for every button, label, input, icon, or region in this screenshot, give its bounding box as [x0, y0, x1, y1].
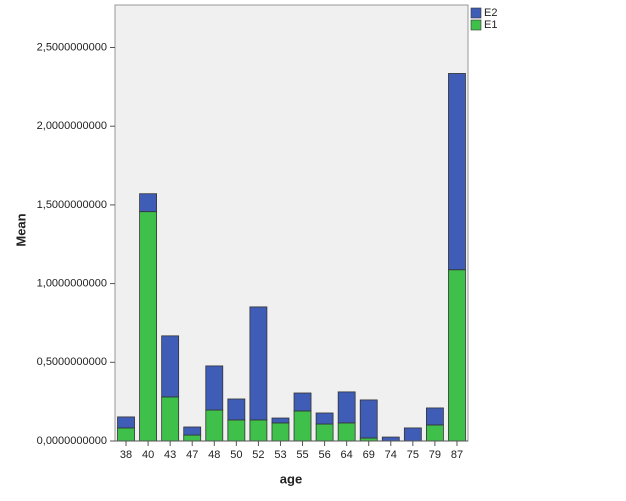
y-tick-label: 1,5000000000 — [37, 199, 107, 211]
bar-segment — [205, 409, 224, 442]
bar-segment — [293, 410, 312, 442]
bar-segment — [183, 426, 202, 436]
bar-segment — [161, 335, 180, 398]
bar-segment — [359, 399, 378, 439]
bar-segment — [227, 419, 246, 442]
legend-label: E1 — [484, 19, 497, 31]
bar-segment — [117, 416, 135, 429]
y-tick-label: 1,0000000000 — [37, 278, 107, 290]
x-tick-label: 53 — [274, 449, 286, 461]
bar-segment — [403, 427, 422, 442]
y-tick-label: 0,0000000000 — [37, 435, 107, 447]
x-tick-label: 55 — [296, 449, 308, 461]
x-tick-label: 87 — [451, 449, 463, 461]
bar-segment — [183, 434, 202, 442]
x-tick-label: 40 — [142, 449, 154, 461]
x-tick-label: 47 — [186, 449, 198, 461]
x-tick-label: 50 — [230, 449, 242, 461]
y-axis-label: Mean — [13, 213, 28, 246]
bar-segment — [271, 417, 290, 424]
x-tick-label: 74 — [385, 449, 397, 461]
bar-segment — [205, 365, 224, 411]
bar-segment — [315, 412, 334, 425]
bar-segment — [381, 436, 400, 442]
bar-segment — [161, 396, 180, 442]
legend-swatch — [470, 19, 482, 31]
bar-segment — [139, 193, 157, 213]
bar-segment — [337, 391, 356, 424]
bar-segment — [315, 423, 334, 442]
x-tick-label: 48 — [208, 449, 220, 461]
x-tick-label: 75 — [407, 449, 419, 461]
bar-segment — [117, 427, 135, 442]
bar-segment — [448, 73, 466, 271]
bar-segment — [139, 211, 157, 442]
x-tick-label: 69 — [363, 449, 375, 461]
x-axis-label: age — [280, 471, 302, 486]
x-tick-label: 52 — [252, 449, 264, 461]
x-tick-label: 64 — [341, 449, 353, 461]
bar-segment — [227, 398, 246, 421]
x-tick-label: 56 — [318, 449, 330, 461]
x-tick-label: 79 — [429, 449, 441, 461]
bar-segment — [249, 419, 268, 442]
bar-segment — [271, 422, 290, 442]
y-tick-label: 2,5000000000 — [37, 41, 107, 53]
bar-segment — [249, 306, 268, 421]
legend-label: E2 — [484, 7, 497, 19]
bar-segment — [448, 269, 466, 442]
y-tick-label: 0,5000000000 — [37, 356, 107, 368]
bar-segment — [426, 424, 444, 442]
legend-swatch — [470, 7, 482, 19]
x-tick-label: 43 — [164, 449, 176, 461]
bar-segment — [293, 392, 312, 412]
y-tick-label: 2,0000000000 — [37, 120, 107, 132]
x-tick-label: 38 — [120, 449, 132, 461]
bar-segment — [337, 422, 356, 442]
bar-segment — [426, 407, 444, 426]
